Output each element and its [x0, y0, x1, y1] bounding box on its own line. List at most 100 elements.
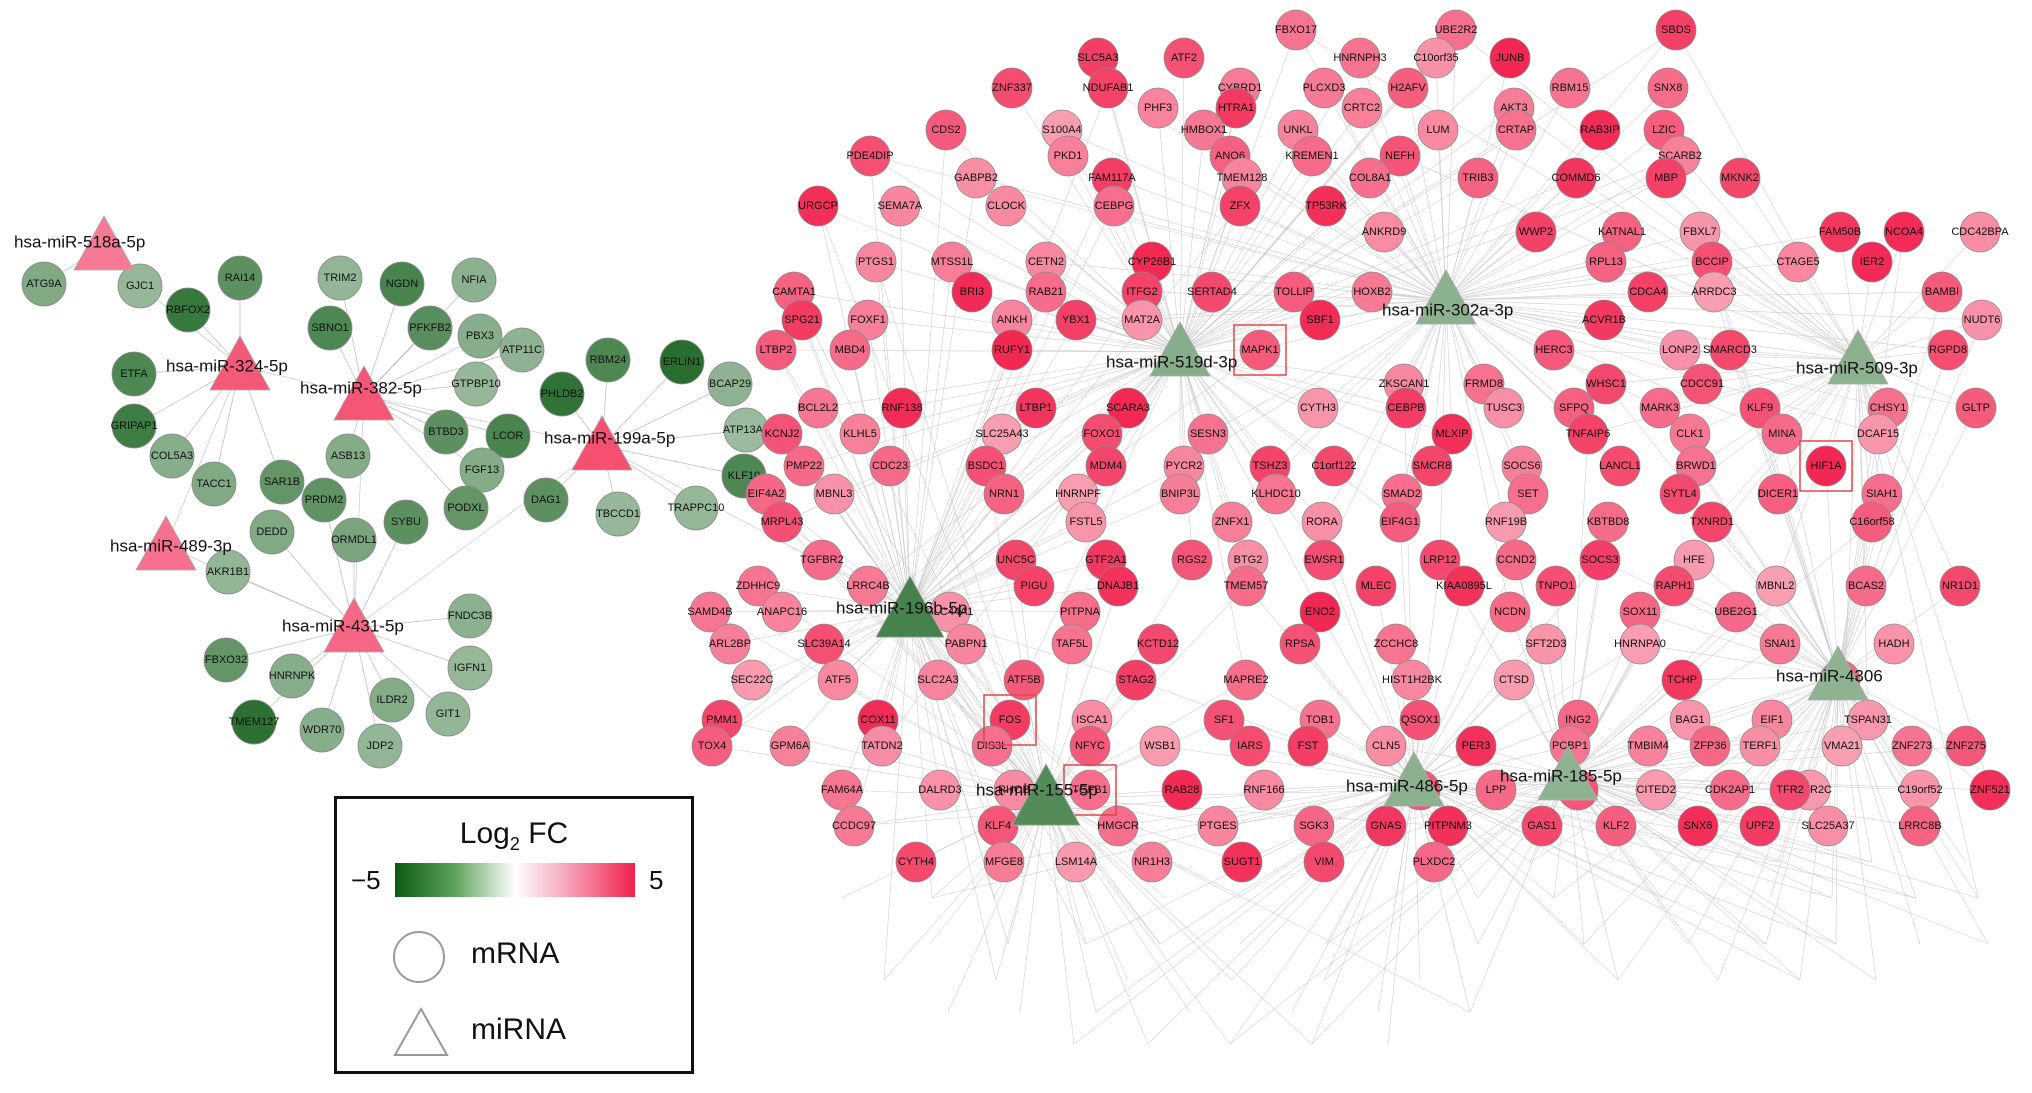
mrna-node-nr1h3: NR1H3 — [1131, 841, 1173, 883]
mrna-label: ZNF275 — [1946, 740, 1986, 752]
mrna-label: FBXO17 — [1275, 24, 1317, 36]
mrna-label: FAM50B — [1819, 226, 1861, 238]
mrna-label: CLN5 — [1372, 740, 1400, 752]
mrna-node-snai1: SNAI1 — [1759, 623, 1801, 665]
mrna-node-phf3: PHF3 — [1137, 87, 1179, 129]
mrna-circle — [1759, 623, 1801, 665]
mirna-node-hsa-mir-518a-5p: hsa-miR-518a-5p — [14, 215, 145, 271]
mrna-label: FBXO32 — [205, 654, 247, 666]
edge — [1085, 351, 1181, 523]
mrna-label: ARRDC3 — [1691, 286, 1736, 298]
mrna-label: KLF10 — [728, 470, 760, 482]
mrna-label: NCDN — [1494, 606, 1526, 618]
mrna-node-fbxo32: FBXO32 — [203, 637, 249, 683]
edge — [1567, 611, 1737, 777]
mrna-label: SBDS — [1661, 24, 1691, 36]
mrna-label: PHF3 — [1144, 102, 1172, 114]
mrna-circle — [423, 409, 469, 455]
edge — [833, 493, 911, 611]
mrna-circle — [1739, 805, 1781, 847]
mrna-label: QSOX1 — [1401, 714, 1439, 726]
mrna-node-hadh: HADH — [1873, 623, 1915, 665]
mrna-node-pkd1: PKD1 — [1047, 135, 1089, 177]
highlight-box-mapk1 — [1233, 324, 1287, 376]
legend-title-main: Log — [459, 817, 510, 850]
mrna-label: CRTC2 — [1344, 102, 1380, 114]
mrna-node-plcxd3: PLCXD3 — [1303, 67, 1345, 109]
mrna-label: SMAD2 — [1383, 488, 1421, 500]
mrna-node-snx6: SNX6 — [1677, 805, 1719, 847]
mrna-node-fbxo17: FBXO17 — [1275, 9, 1317, 51]
edge — [781, 521, 911, 611]
mrna-label: TNPO1 — [1538, 580, 1575, 592]
edge — [1045, 585, 1119, 799]
edge — [1445, 261, 1799, 301]
mrna-label: GAS1 — [1527, 820, 1556, 832]
mrna-node-iars: IARS — [1229, 725, 1271, 767]
edge — [1179, 291, 1373, 353]
mrna-label: DIS3L — [977, 740, 1008, 752]
mrna-circle — [1239, 329, 1281, 371]
mrna-label: DCAF15 — [1857, 428, 1899, 440]
mrna-node-ptgs1: PTGS1 — [855, 241, 897, 283]
mrna-circle — [1567, 413, 1609, 455]
edge — [1445, 87, 1669, 301]
edge — [869, 155, 911, 611]
mrna-label: ENO2 — [1305, 606, 1335, 618]
edge — [901, 351, 1181, 409]
mrna-node-gabpb2: GABPB2 — [954, 157, 998, 199]
legend-title: Log2 FC — [337, 817, 691, 855]
mrna-label: ORMDL1 — [331, 534, 377, 546]
mrna-node-rab3ip: RAB3IP — [1579, 109, 1621, 151]
mrna-circle — [1139, 725, 1181, 767]
mrna-label: TSHZ3 — [1253, 460, 1288, 472]
mrna-node-pde4dip: PDE4DIP — [846, 135, 894, 177]
mrna-label: RNF166 — [1244, 784, 1285, 796]
mrna-node-nrn1: NRN1 — [983, 473, 1025, 515]
edge — [1217, 781, 1415, 827]
mrna-label: HFE — [1683, 554, 1705, 566]
edge — [901, 407, 911, 611]
mrna-label: UBE2G1 — [1714, 606, 1757, 618]
mrna-node-mknk2: MKNK2 — [1719, 157, 1761, 199]
mrna-label: TAF5L — [1056, 638, 1088, 650]
mrna-circle — [165, 287, 211, 333]
mrna-node-ncoa4: NCOA4 — [1883, 211, 1925, 253]
edge — [1413, 781, 1801, 981]
mrna-node-sema7a: SEMA7A — [878, 185, 923, 227]
mrna-label: CETN2 — [1028, 256, 1064, 268]
mrna-node-sft2d3: SFT2D3 — [1526, 623, 1566, 665]
legend-min-label: −5 — [351, 865, 381, 895]
mrna-label: WWP2 — [1519, 226, 1553, 238]
mrna-label: MBNL2 — [1758, 580, 1795, 592]
mrna-circle — [1013, 565, 1055, 607]
mrna-circle — [955, 157, 997, 199]
edge — [1681, 675, 1839, 681]
edge — [883, 609, 911, 981]
mrna-label: PITPNM3 — [1424, 820, 1472, 832]
mrna-label: CDCA4 — [1629, 286, 1666, 298]
mirna-label: hsa-miR-199a-5p — [544, 429, 675, 448]
mrna-circle — [1599, 445, 1641, 487]
mirna-label: hsa-miR-518a-5p — [14, 233, 145, 252]
mrna-circle — [761, 413, 803, 455]
mrna-label: LUM — [1426, 124, 1449, 136]
mrna-circle — [231, 699, 277, 745]
mrna-circle — [1399, 699, 1441, 741]
edge — [711, 745, 1047, 799]
mrna-label: NFYC — [1075, 740, 1105, 752]
mrna-node-rgpd8: RGPD8 — [1927, 329, 1969, 371]
mrna-node-gtpbp10: GTPBP10 — [451, 361, 501, 407]
mrna-circle — [781, 299, 823, 341]
mrna-circle — [1297, 387, 1339, 429]
mrna-label: SYTL4 — [1663, 488, 1697, 500]
mrna-node-lpp: LPP — [1475, 769, 1517, 811]
mrna-node-herc3: HERC3 — [1533, 329, 1575, 371]
mrna-node-ctage5: CTAGE5 — [1776, 241, 1820, 283]
mrna-label: TMEM127 — [229, 716, 280, 728]
mrna-node-dalrd3: DALRD3 — [918, 769, 962, 811]
mrna-circle — [1821, 725, 1863, 767]
mrna-node-acvr1b: ACVR1B — [1582, 299, 1626, 341]
mrna-node-col5a3: COL5A3 — [149, 433, 195, 479]
edge — [1179, 177, 1479, 353]
